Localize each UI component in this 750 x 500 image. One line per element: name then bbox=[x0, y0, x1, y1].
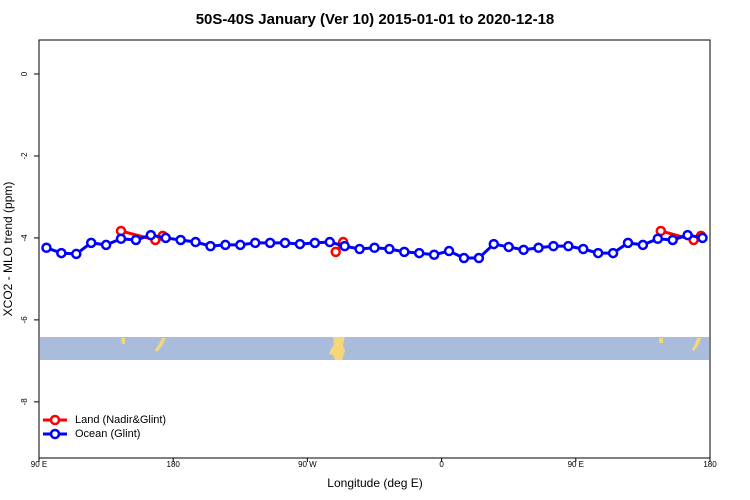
land-patch bbox=[659, 338, 663, 343]
data-point bbox=[341, 242, 349, 250]
legend-label: Ocean (Glint) bbox=[75, 428, 140, 440]
y-tick-label: -8 bbox=[20, 398, 29, 406]
data-point bbox=[594, 249, 602, 257]
y-tick-label: -6 bbox=[20, 316, 29, 324]
data-point bbox=[251, 239, 259, 247]
data-point bbox=[132, 236, 140, 244]
x-tick-label: 90 E bbox=[31, 460, 47, 469]
data-point bbox=[192, 238, 200, 246]
data-point bbox=[699, 234, 707, 242]
y-tick-label: 0 bbox=[20, 71, 29, 76]
data-point bbox=[385, 245, 393, 253]
data-point bbox=[162, 234, 170, 242]
x-tick-label: 90 E bbox=[568, 460, 584, 469]
data-point bbox=[475, 254, 483, 262]
data-point bbox=[505, 243, 513, 251]
data-point bbox=[549, 242, 557, 250]
data-point bbox=[332, 248, 340, 256]
data-point bbox=[356, 245, 364, 253]
data-point bbox=[490, 240, 498, 248]
data-point bbox=[624, 239, 632, 247]
data-point bbox=[177, 236, 185, 244]
y-axis-label: XCO2 - MLO trend (ppm) bbox=[1, 182, 15, 317]
data-point bbox=[147, 231, 155, 239]
data-point bbox=[579, 245, 587, 253]
data-point bbox=[654, 235, 662, 243]
x-tick-label: 180 bbox=[167, 460, 181, 469]
data-point bbox=[102, 241, 110, 249]
map-strip bbox=[40, 337, 709, 360]
data-point bbox=[221, 241, 229, 249]
data-point bbox=[445, 247, 453, 255]
data-point bbox=[296, 240, 304, 248]
data-point bbox=[87, 239, 95, 247]
data-point bbox=[609, 249, 617, 257]
data-point bbox=[520, 246, 528, 254]
data-point bbox=[206, 242, 214, 250]
x-axis-label: Longitude (deg E) bbox=[327, 476, 422, 490]
data-point bbox=[57, 249, 65, 257]
legend-marker bbox=[51, 416, 59, 424]
data-point bbox=[415, 249, 423, 257]
data-point bbox=[42, 244, 50, 252]
data-point bbox=[371, 244, 379, 252]
data-point bbox=[281, 239, 289, 247]
y-tick-label: -4 bbox=[20, 234, 29, 242]
data-point bbox=[117, 235, 125, 243]
data-point bbox=[684, 231, 692, 239]
data-point bbox=[460, 254, 468, 262]
ocean-band bbox=[40, 337, 709, 360]
data-point bbox=[326, 238, 334, 246]
chart-title: 50S-40S January (Ver 10) 2015-01-01 to 2… bbox=[196, 11, 555, 28]
data-point bbox=[72, 250, 80, 258]
x-tick-label: 90 W bbox=[298, 460, 317, 469]
legend-label: Land (Nadir&Glint) bbox=[75, 414, 166, 426]
y-tick-label: -2 bbox=[20, 152, 29, 160]
data-point bbox=[400, 248, 408, 256]
x-tick-label: 180 bbox=[703, 460, 717, 469]
data-point bbox=[669, 236, 677, 244]
legend-marker bbox=[51, 430, 59, 438]
data-point bbox=[430, 251, 438, 259]
x-tick-label: 0 bbox=[439, 460, 444, 469]
data-point bbox=[639, 241, 647, 249]
data-point bbox=[311, 239, 319, 247]
data-point bbox=[564, 242, 572, 250]
data-point bbox=[236, 241, 244, 249]
data-point bbox=[535, 244, 543, 252]
data-point bbox=[266, 239, 274, 247]
